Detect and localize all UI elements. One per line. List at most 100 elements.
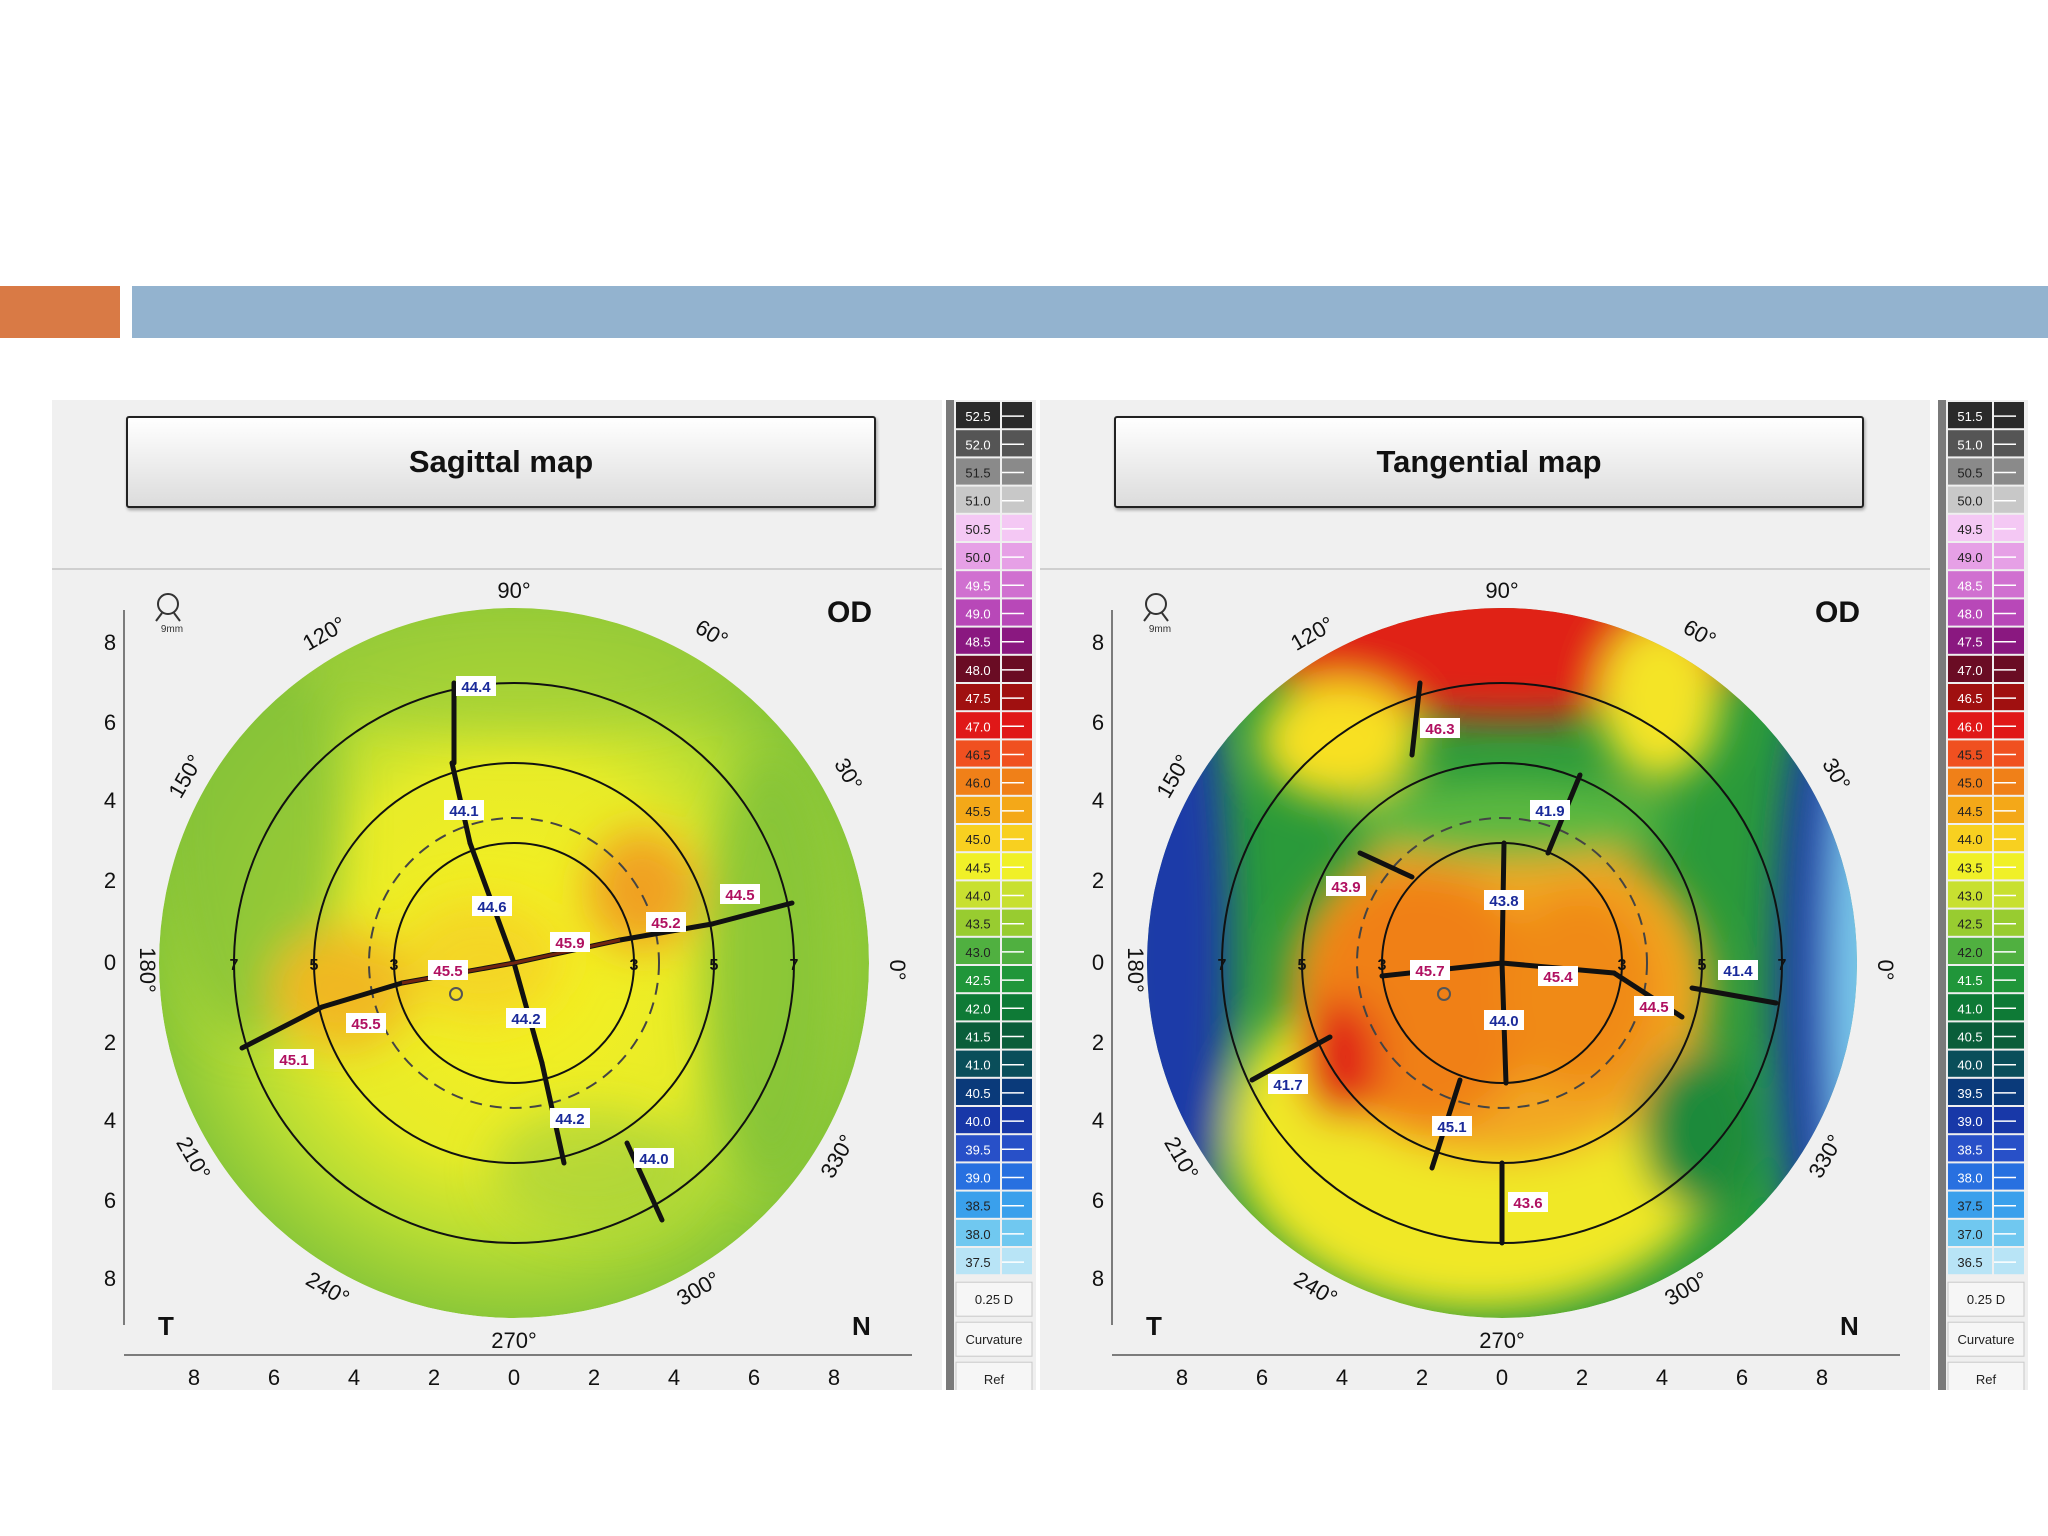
value-tag: 44.4 xyxy=(461,679,491,696)
legend-value: 44.0 xyxy=(1957,832,1982,847)
legend-gradient-strip xyxy=(1994,909,2024,936)
legend-swatch xyxy=(1948,1050,1992,1077)
legend-mode-button[interactable] xyxy=(955,1321,1033,1357)
legend-swatch xyxy=(956,825,1000,852)
legend-gradient-strip xyxy=(1002,937,1032,964)
ring-label: 3 xyxy=(1378,957,1387,974)
legend-swatch xyxy=(956,1135,1000,1162)
legend-swatch xyxy=(956,853,1000,880)
y-tick: 8 xyxy=(104,630,116,655)
legend-value: 46.0 xyxy=(965,776,990,791)
legend-value: 40.0 xyxy=(1957,1058,1982,1073)
legend-value: 45.0 xyxy=(965,832,990,847)
sagittal-map-title[interactable]: Sagittal map xyxy=(126,416,876,508)
sagittal-color-field xyxy=(159,608,869,1318)
x-tick: 4 xyxy=(1336,1365,1348,1390)
legend-mode-button[interactable] xyxy=(1947,1321,2025,1357)
legend-swatch xyxy=(1948,740,1992,767)
legend-swatch xyxy=(956,599,1000,626)
angle-label: 120° xyxy=(298,611,350,655)
legend-value: 45.0 xyxy=(1957,776,1982,791)
value-tag: 41.4 xyxy=(1723,963,1753,980)
value-tag: 43.8 xyxy=(1489,893,1518,910)
legend-gradient-strip xyxy=(1002,458,1032,485)
legend-swatch xyxy=(956,514,1000,541)
panel-divider xyxy=(1040,568,1930,570)
legend-swatch xyxy=(1948,486,1992,513)
ring-label: 7 xyxy=(230,957,239,974)
y-tick: 6 xyxy=(1092,1188,1104,1213)
legend-swatch xyxy=(1948,909,1992,936)
legend-gradient-strip xyxy=(1002,994,1032,1021)
legend-value: 42.5 xyxy=(1957,917,1982,932)
legend-swatch xyxy=(1948,994,1992,1021)
legend-value: 48.5 xyxy=(965,635,990,650)
legend-swatch xyxy=(956,909,1000,936)
legend-gradient-strip xyxy=(1994,1135,2024,1162)
legend-value: 36.5 xyxy=(1957,1255,1982,1270)
legend-step-box xyxy=(1947,1281,2025,1317)
legend-step-label: 0.25 D xyxy=(975,1292,1013,1307)
legend-value: 41.0 xyxy=(965,1058,990,1073)
legend-value: 46.5 xyxy=(965,748,990,763)
legend-swatch xyxy=(956,486,1000,513)
eye-label: OD xyxy=(1815,596,1860,629)
ring-label: 5 xyxy=(310,957,319,974)
legend-value: 39.0 xyxy=(1957,1114,1982,1129)
legend-gradient-strip xyxy=(1002,599,1032,626)
magnifier-icon[interactable]: 9mm xyxy=(1143,593,1171,635)
magnifier-icon[interactable]: 9mm xyxy=(155,593,183,635)
legend-gradient-strip xyxy=(1002,853,1032,880)
legend-gradient-strip xyxy=(1002,655,1032,682)
value-tag: 44.6 xyxy=(477,899,506,916)
legend-step-label: 0.25 D xyxy=(1967,1292,2005,1307)
tangential-map-title[interactable]: Tangential map xyxy=(1114,416,1864,508)
legend-gradient-strip xyxy=(1994,430,2024,457)
legend-swatch xyxy=(1948,571,1992,598)
angle-label: 270° xyxy=(1479,1328,1525,1353)
legend-swatch xyxy=(956,768,1000,795)
legend-value: 42.0 xyxy=(965,1001,990,1016)
angle-label: 60° xyxy=(1679,614,1720,652)
legend-ref-button[interactable] xyxy=(1947,1361,2025,1390)
legend-value: 39.5 xyxy=(1957,1086,1982,1101)
legend-gradient-strip xyxy=(1002,486,1032,513)
legend-gradient-strip xyxy=(1002,881,1032,908)
legend-swatch xyxy=(956,1107,1000,1134)
x-tick: 2 xyxy=(588,1365,600,1390)
legend-value: 42.0 xyxy=(1957,945,1982,960)
y-tick: 4 xyxy=(104,1108,116,1133)
angle-label: 0° xyxy=(885,959,910,980)
legend-value: 46.5 xyxy=(1957,691,1982,706)
legend-gradient-strip xyxy=(1002,627,1032,654)
angle-label: 90° xyxy=(497,578,530,603)
legend-gradient-strip xyxy=(1994,1248,2024,1275)
legend-swatch xyxy=(956,1191,1000,1218)
legend-value: 50.0 xyxy=(965,550,990,565)
legend-swatch xyxy=(1948,768,1992,795)
legend-swatch xyxy=(956,740,1000,767)
legend-value: 43.0 xyxy=(965,945,990,960)
legend-swatch xyxy=(1948,458,1992,485)
x-tick: 2 xyxy=(1416,1365,1428,1390)
legend-swatch xyxy=(956,1248,1000,1275)
x-tick: 8 xyxy=(1176,1365,1188,1390)
legend-value: 44.0 xyxy=(965,889,990,904)
legend-value: 51.5 xyxy=(965,466,990,481)
tangential-color-legend: 51.5 51.0 50.5 50.0 49.5 49.0 48.5 48.0 47.5 47.0… xyxy=(1938,400,2028,1390)
sagittal-color-legend: 52.5 52.0 51.5 51.0 50.5 50.0 49.5 49.0 48.5 48.0… xyxy=(946,400,1036,1390)
legend-swatch xyxy=(1948,712,1992,739)
temporal-label: T xyxy=(1146,1311,1162,1341)
x-tick: 4 xyxy=(668,1365,680,1390)
legend-gradient-strip xyxy=(1994,402,2024,429)
legend-gradient-strip xyxy=(1994,853,2024,880)
x-tick: 6 xyxy=(1256,1365,1268,1390)
legend-swatch xyxy=(1948,430,1992,457)
legend-value: 47.0 xyxy=(965,719,990,734)
legend-swatch xyxy=(956,966,1000,993)
legend-mode-label: Curvature xyxy=(1957,1332,2014,1347)
tangential-topography-map: 8 6 4 2 0 2 4 6 8 8 6 4 2 0 2 4 6 8 xyxy=(1092,578,1900,1390)
sagittal-map-panel: Sagittal map 8 6 4 2 0 2 4 6 8 8 6 xyxy=(52,400,942,1390)
legend-value: 37.5 xyxy=(1957,1199,1982,1214)
legend-ref-button[interactable] xyxy=(955,1361,1033,1390)
